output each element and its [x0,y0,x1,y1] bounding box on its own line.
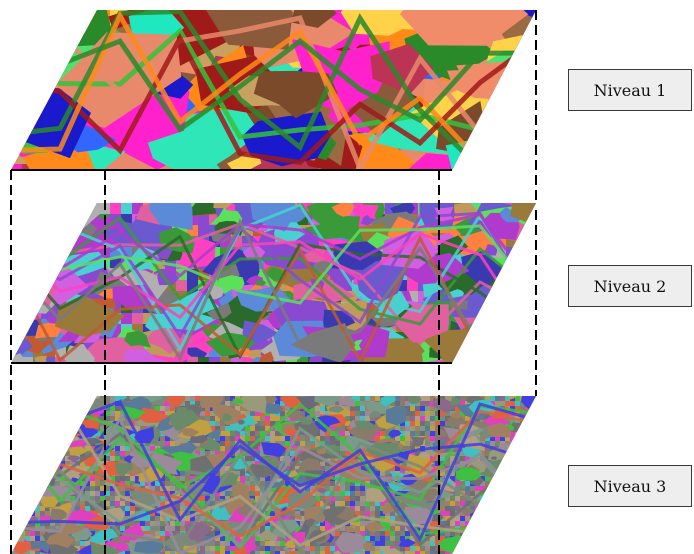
level-3-label: Niveau 3 [568,465,692,507]
level-connectors [10,10,537,554]
level-frame-lines [11,169,452,364]
level-1-segmentation-map [11,10,536,170]
level-2-segmentation-map [11,203,536,363]
level-2-label: Niveau 2 [568,265,692,307]
level-3-segmentation-map [11,396,536,554]
level-1-label: Niveau 1 [568,69,692,111]
